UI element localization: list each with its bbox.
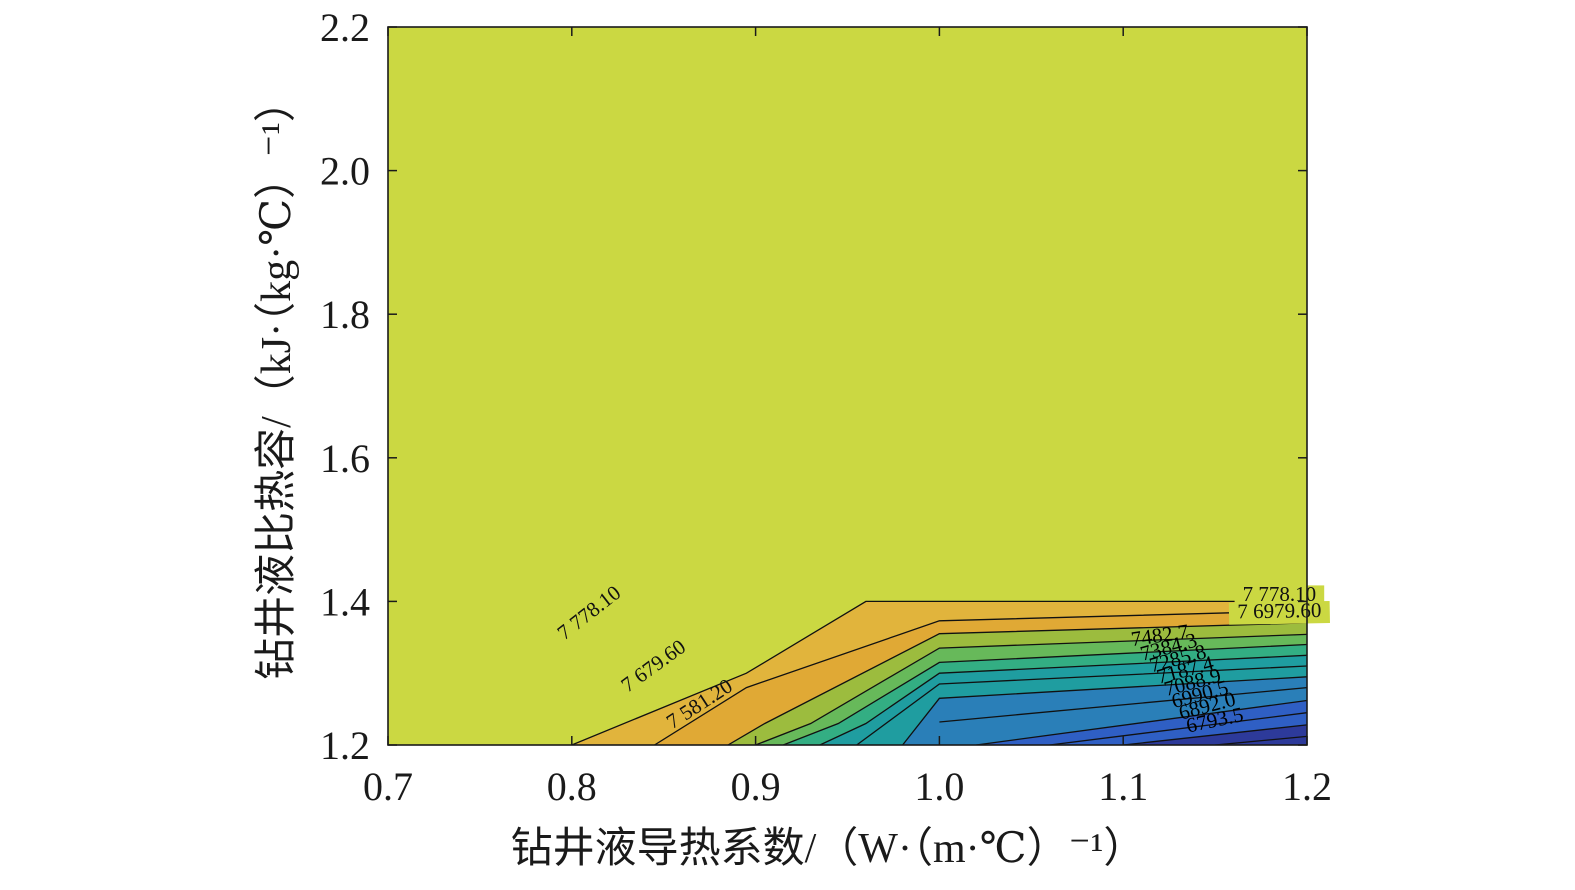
contour-label-bg-2 <box>1228 601 1330 625</box>
contour-label-2: 7 6979.60 <box>1237 598 1321 623</box>
contour-line-7384-3 <box>782 643 1307 745</box>
contour-line-6596-6 <box>1215 735 1307 745</box>
contour-line-7778-1 <box>571 600 1307 745</box>
x-tick-label-1: 0.8 <box>547 764 597 809</box>
contour-line-7285-8 <box>819 654 1307 745</box>
contour-line-layer <box>571 600 1307 745</box>
y-tick-label-1: 1.4 <box>320 579 370 624</box>
contour-fill-layer <box>388 27 1307 745</box>
x-tick-label-0: 0.7 <box>363 764 413 809</box>
y-axis-title: 钻井液比热容/（kJ·（kg·℃）⁻¹） <box>253 80 300 680</box>
x-tick-label-2: 0.9 <box>731 764 781 809</box>
tick-layer: 0.7 0.8 0.9 1.0 1.1 1.2 1.2 1.4 1.6 1.8 2.0 2.2 <box>320 5 1332 809</box>
contour-line-6990-5 <box>939 686 1307 723</box>
contour-line-6793-5 <box>1049 712 1307 745</box>
contour-line-7482-7 <box>755 633 1307 745</box>
y-tick-label-3: 1.8 <box>320 292 370 337</box>
x-tick-label-5: 1.2 <box>1282 764 1332 809</box>
x-tick-label-3: 1.0 <box>914 764 964 809</box>
x-tick-label-4: 1.1 <box>1098 764 1148 809</box>
contour-line-7679-6 <box>654 610 1307 745</box>
plot-frame <box>387 26 1308 746</box>
contour-line-6892 <box>976 699 1307 745</box>
contour-line-7187-4 <box>856 665 1307 745</box>
contour-line-6695-1 <box>1123 724 1307 745</box>
y-tick-label-4: 2.0 <box>320 149 370 194</box>
x-axis-title: 钻井液导热系数/（W·（m·℃）⁻¹） <box>511 826 1146 872</box>
y-tick-label-0: 1.2 <box>320 723 370 768</box>
contour-line-7581-2 <box>727 622 1307 745</box>
y-tick-label-5: 2.2 <box>320 5 370 50</box>
y-tick-label-2: 1.6 <box>320 436 370 481</box>
contour-line-7088-9 <box>902 676 1307 745</box>
